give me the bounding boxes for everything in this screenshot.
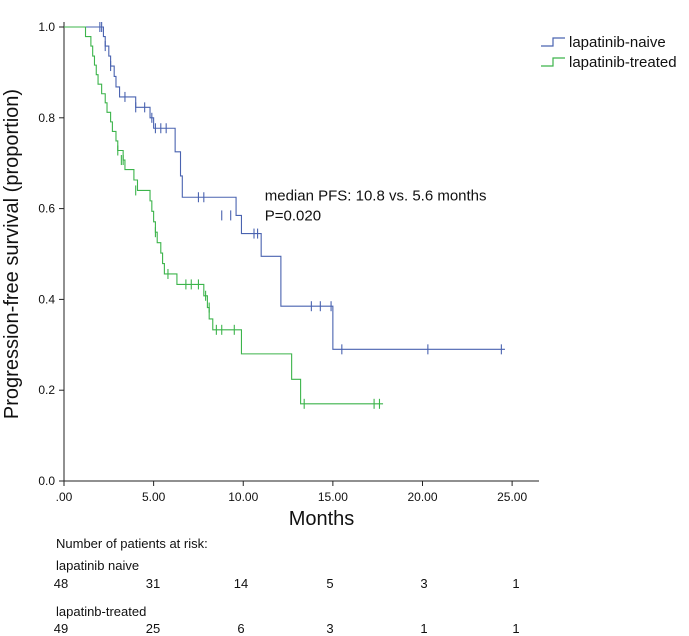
y-tick-label-1: 0.2 bbox=[38, 383, 55, 397]
y-axis-label: Progression-free survival (proportion) bbox=[1, 89, 23, 419]
legend: lapatinib-naive lapatinib-treated bbox=[541, 34, 677, 71]
risk-value-1-3: 3 bbox=[326, 621, 334, 636]
x-tick-label-2: 10.00 bbox=[228, 490, 258, 504]
risk-group-label-naive: lapatinib naive bbox=[56, 558, 140, 573]
legend-swatch-lapatinib-treated bbox=[541, 57, 565, 67]
x-tick-label-4: 20.00 bbox=[407, 490, 437, 504]
series-layer bbox=[64, 22, 505, 409]
x-axis-label: Months bbox=[289, 508, 355, 530]
risk-value-0-2: 14 bbox=[233, 576, 249, 591]
annotation-median-pfs: median PFS: 10.8 vs. 5.6 months bbox=[265, 188, 487, 205]
risk-value-1-0: 49 bbox=[53, 621, 69, 636]
x-tick-label-5: 25.00 bbox=[497, 490, 527, 504]
risk-value-1-2: 6 bbox=[237, 621, 245, 636]
series-lapatinib-treated bbox=[64, 26, 384, 409]
x-tick-label-0: .00 bbox=[56, 490, 73, 504]
series-line-lapatinib-treated bbox=[64, 26, 384, 405]
risk-table-title: Number of patients at risk: bbox=[56, 536, 208, 551]
legend-label-lapatinib-naive: lapatinib-naive bbox=[569, 34, 666, 51]
risk-value-0-5: 1 bbox=[512, 576, 520, 591]
legend-swatch-lapatinib-naive bbox=[541, 37, 565, 47]
risk-value-0-3: 5 bbox=[326, 576, 334, 591]
series-lapatinib-naive bbox=[64, 22, 505, 355]
risk-value-1-5: 1 bbox=[512, 621, 520, 636]
y-tick-label-2: 0.4 bbox=[38, 292, 55, 306]
risk-value-1-1: 25 bbox=[145, 621, 161, 636]
y-tick-label-3: 0.6 bbox=[38, 202, 55, 216]
legend-label-lapatinib-treated: lapatinib-treated bbox=[569, 54, 677, 71]
y-tick-label-0: 0.0 bbox=[38, 474, 55, 488]
risk-value-0-0: 48 bbox=[53, 576, 69, 591]
risk-value-1-4: 1 bbox=[420, 621, 428, 636]
risk-value-0-1: 31 bbox=[145, 576, 161, 591]
x-tick-label-1: 5.00 bbox=[142, 490, 166, 504]
risk-value-0-4: 3 bbox=[420, 576, 428, 591]
y-tick-label-5: 1.0 bbox=[38, 20, 55, 34]
x-tick-label-3: 15.00 bbox=[318, 490, 348, 504]
risk-group-label-treated: lapatinb-treated bbox=[56, 604, 147, 619]
axes: .00 5.00 10.00 15.00 20.00 25.00 0.0 0.2 0.4 0.6 0… bbox=[38, 20, 539, 504]
y-tick-label-4: 0.8 bbox=[38, 111, 55, 125]
annotation-p-value: P=0.020 bbox=[265, 208, 321, 225]
